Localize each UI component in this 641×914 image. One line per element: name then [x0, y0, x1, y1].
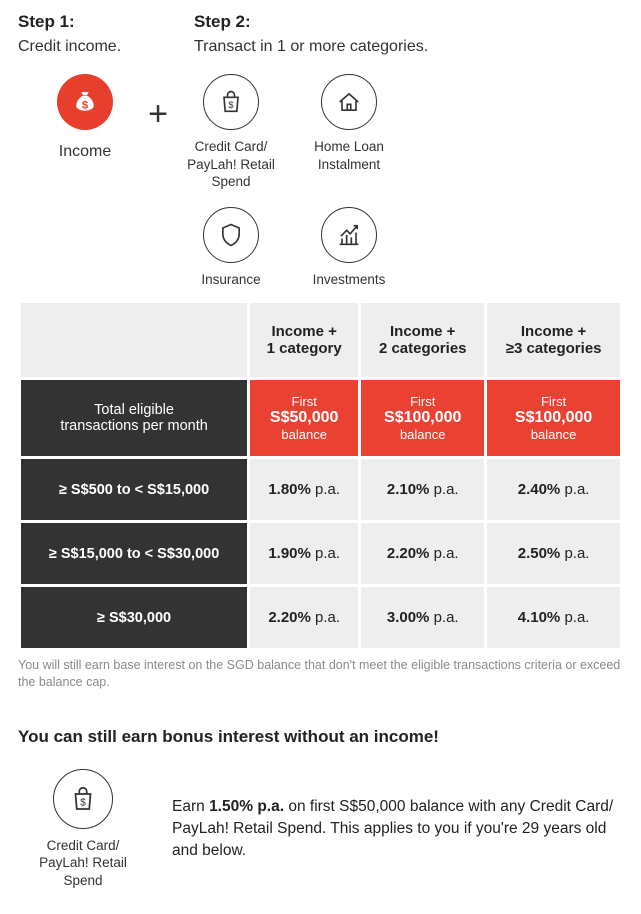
money-bag-icon: $ [57, 74, 113, 130]
home-loan-label: Home LoanInstalment [314, 138, 384, 173]
bonus-icon-label: Credit Card/PayLah! Retail Spend [18, 837, 148, 890]
shopping-bag-icon: $ [203, 74, 259, 130]
investments-label: Investments [313, 271, 386, 289]
balance-cap-1: First S$50,000 balance [250, 380, 358, 456]
svg-text:$: $ [80, 797, 86, 808]
tier-label-3: ≥ S$30,000 [21, 587, 247, 648]
step2-subtitle: Transact in 1 or more categories. [194, 38, 428, 56]
table-footnote: You will still earn base interest on the… [18, 657, 623, 691]
rate-cell: 1.90% p.a. [250, 523, 358, 584]
rate-cell: 2.50% p.a. [487, 523, 620, 584]
plus-icon: + [148, 95, 168, 134]
icons-row: $ Income + $ Credit Card/PayLah! Retail … [18, 74, 623, 288]
income-label: Income [59, 142, 111, 163]
tier-label-2: ≥ S$15,000 to < S$30,000 [21, 523, 247, 584]
table-header-1cat: Income + 1 category [250, 303, 358, 377]
credit-card-label: Credit Card/PayLah! Retail Spend [176, 138, 286, 191]
step1-title: Step 1: [18, 12, 146, 32]
svg-text:$: $ [228, 100, 234, 110]
rate-cell: 4.10% p.a. [487, 587, 620, 648]
table-header-empty [21, 303, 247, 377]
table-row: ≥ S$15,000 to < S$30,000 1.90% p.a. 2.20… [21, 523, 620, 584]
category-investments: Investments [294, 207, 404, 289]
table-header-3cat: Income + ≥3 categories [487, 303, 620, 377]
income-column: $ Income [30, 74, 140, 163]
shopping-bag-icon: $ [53, 769, 113, 829]
rate-cell: 2.20% p.a. [361, 523, 484, 584]
category-insurance: Insurance [176, 207, 286, 289]
chart-up-icon [321, 207, 377, 263]
tier-label-1: ≥ S$500 to < S$15,000 [21, 459, 247, 520]
rate-cell: 1.80% p.a. [250, 459, 358, 520]
bonus-text: Earn 1.50% p.a. on first S$50,000 balanc… [172, 796, 623, 863]
rate-cell: 3.00% p.a. [361, 587, 484, 648]
plus-column: + [140, 74, 176, 154]
step-2: Step 2: Transact in 1 or more categories… [194, 12, 428, 56]
category-credit-card: $ Credit Card/PayLah! Retail Spend [176, 74, 286, 191]
bonus-row: $ Credit Card/PayLah! Retail Spend Earn … [18, 769, 623, 890]
step1-subtitle: Credit income. [18, 38, 146, 56]
rate-cell: 2.20% p.a. [250, 587, 358, 648]
categories-grid: $ Credit Card/PayLah! Retail Spend Home … [176, 74, 404, 288]
bonus-icon-column: $ Credit Card/PayLah! Retail Spend [18, 769, 148, 890]
svg-text:$: $ [82, 99, 89, 111]
row-title-label: Total eligibletransactions per month [21, 380, 247, 456]
rate-cell: 2.10% p.a. [361, 459, 484, 520]
insurance-label: Insurance [201, 271, 260, 289]
steps-row: Step 1: Credit income. Step 2: Transact … [18, 12, 623, 56]
table-header-row: Income + 1 category Income + 2 categorie… [21, 303, 620, 377]
shield-icon [203, 207, 259, 263]
table-row: ≥ S$30,000 2.20% p.a. 3.00% p.a. 4.10% p… [21, 587, 620, 648]
table-row: ≥ S$500 to < S$15,000 1.80% p.a. 2.10% p… [21, 459, 620, 520]
table-balance-row: Total eligibletransactions per month Fir… [21, 380, 620, 456]
step2-title: Step 2: [194, 12, 428, 32]
category-home-loan: Home LoanInstalment [294, 74, 404, 191]
rate-cell: 2.40% p.a. [487, 459, 620, 520]
balance-cap-3: First S$100,000 balance [487, 380, 620, 456]
step-1: Step 1: Credit income. [18, 12, 146, 56]
rate-table: Income + 1 category Income + 2 categorie… [18, 300, 623, 651]
balance-cap-2: First S$100,000 balance [361, 380, 484, 456]
table-header-2cat: Income + 2 categories [361, 303, 484, 377]
house-icon [321, 74, 377, 130]
bonus-title: You can still earn bonus interest withou… [18, 727, 623, 747]
